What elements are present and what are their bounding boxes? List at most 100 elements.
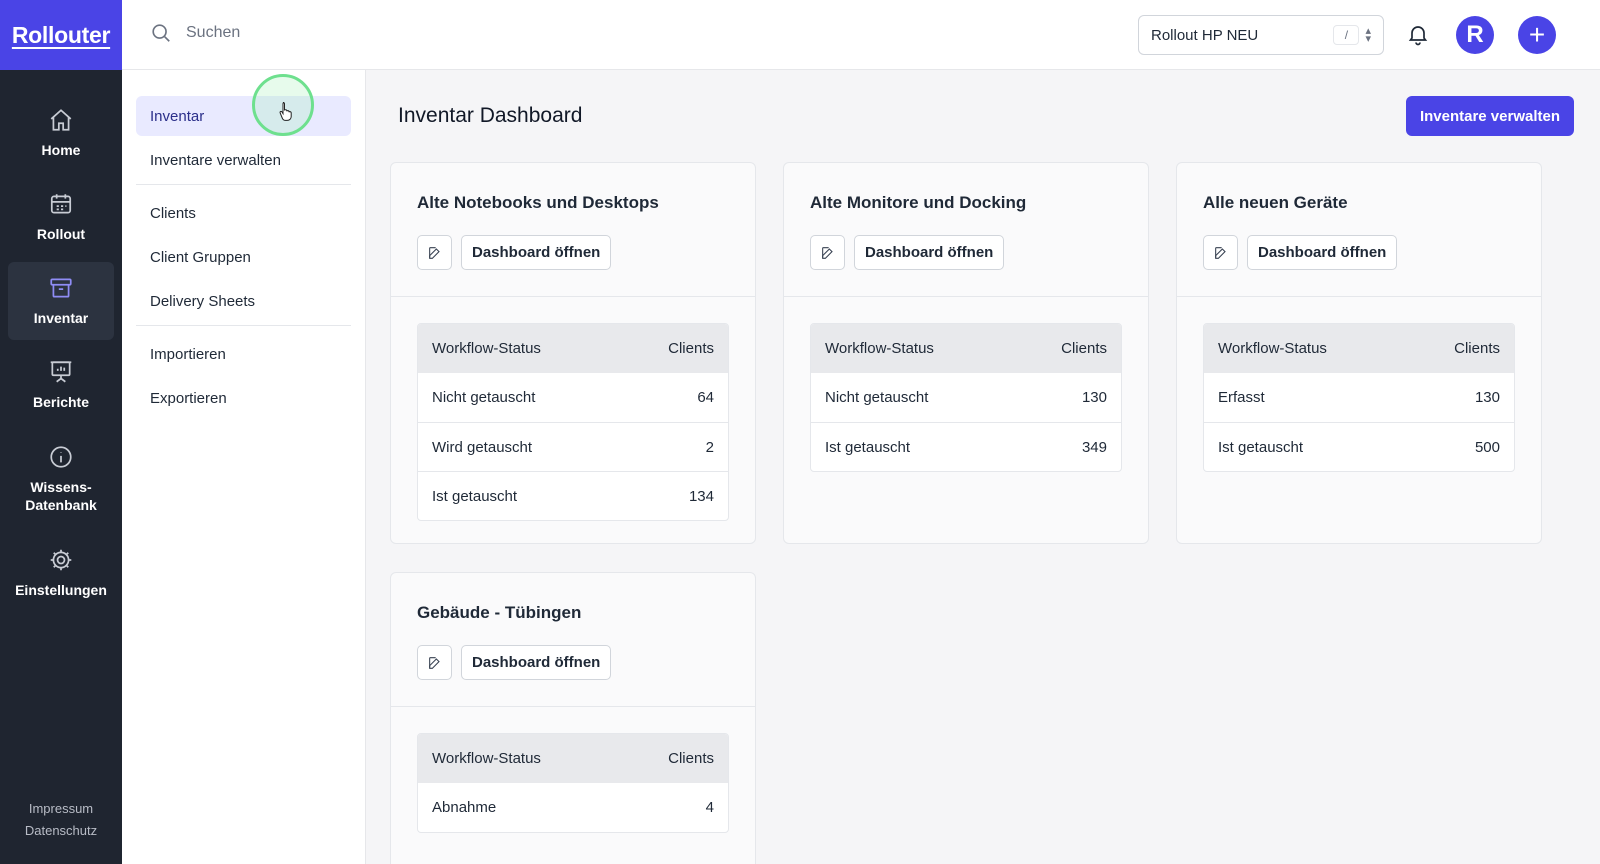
rollout-select[interactable]: Rollout HP NEU / ▴ ▾ xyxy=(1138,15,1384,55)
search-field[interactable]: Suchen xyxy=(150,22,240,44)
impressum-link[interactable]: Impressum xyxy=(28,801,94,816)
table-header: Workflow-Status Clients xyxy=(418,324,728,373)
search-icon xyxy=(152,24,170,42)
table-row[interactable]: Ist getauscht 134 xyxy=(418,471,728,520)
table-row[interactable]: Wird getauscht 2 xyxy=(418,422,728,471)
subnav-item-inventar[interactable]: Inventar xyxy=(136,96,351,136)
column-header-status: Workflow-Status xyxy=(432,340,541,357)
subnav-item-clients[interactable]: Clients xyxy=(150,204,196,222)
open-dashboard-button[interactable]: Dashboard öffnen xyxy=(854,235,1005,270)
card-title: Alle neuen Geräte xyxy=(1203,193,1348,212)
archive-box-icon xyxy=(50,278,72,298)
status-table: Workflow-Status Clients Nicht getauscht 64… xyxy=(417,323,729,521)
rail-item-einstellungen[interactable]: Einstellungen xyxy=(8,534,114,612)
edit-icon xyxy=(821,246,833,259)
rail-item-berichte[interactable]: Berichte xyxy=(8,346,114,424)
rail-item-label: Rollout xyxy=(36,226,86,242)
calendar-icon xyxy=(50,194,72,214)
inventory-card: Alte Monitore und Docking Dashboard öffn… xyxy=(783,162,1149,544)
row-status: Nicht getauscht xyxy=(432,389,536,406)
row-status: Erfasst xyxy=(1218,389,1265,406)
table-row[interactable]: Nicht getauscht 64 xyxy=(418,373,728,422)
row-clients: 2 xyxy=(705,438,714,456)
status-table: Workflow-Status Clients Abnahme 4 xyxy=(417,733,729,833)
row-status: Ist getauscht xyxy=(825,438,911,456)
row-status: Ist getauscht xyxy=(1218,438,1304,456)
presentation-chart-icon xyxy=(50,361,72,383)
info-circle-icon xyxy=(50,446,72,468)
card-title: Alte Notebooks und Desktops xyxy=(417,193,659,212)
search-input[interactable]: Suchen xyxy=(186,24,241,41)
inventory-card: Alte Notebooks und Desktops Dashboard öf… xyxy=(390,162,756,544)
table-row[interactable]: Nicht getauscht 130 xyxy=(811,373,1121,422)
brand-logo[interactable]: Rollouter xyxy=(0,0,122,70)
open-dashboard-button[interactable]: Dashboard öffnen xyxy=(461,235,612,270)
row-status: Ist getauscht xyxy=(432,487,518,505)
avatar[interactable]: R xyxy=(1456,16,1494,54)
inventar-subnav: Inventar Inventare verwalten Clients Cli… xyxy=(122,70,366,864)
edit-button[interactable] xyxy=(810,235,845,270)
chevron-up-down-icon: ▴ ▾ xyxy=(1365,25,1371,45)
rail-item-label: Wissens- xyxy=(30,479,92,495)
edit-button[interactable] xyxy=(417,235,452,270)
inventory-card: Gebäude - Tübingen Dashboard öffnen Work… xyxy=(390,572,756,864)
subnav-item-importieren[interactable]: Importieren xyxy=(150,345,226,363)
column-header-clients: Clients xyxy=(668,750,714,767)
row-clients: 500 xyxy=(1474,438,1500,456)
table-header: Workflow-Status Clients xyxy=(1204,324,1514,373)
shortcut-badge: / xyxy=(1333,25,1360,45)
rail-item-inventar[interactable]: Inventar xyxy=(8,262,114,340)
table-row[interactable]: Ist getauscht 349 xyxy=(811,422,1121,471)
row-clients: 130 xyxy=(1474,389,1500,406)
column-header-clients: Clients xyxy=(1454,340,1500,357)
home-icon xyxy=(50,109,72,131)
table-header: Workflow-Status Clients xyxy=(418,734,728,783)
column-header-clients: Clients xyxy=(1061,340,1107,357)
status-table: Workflow-Status Clients Erfasst 130 Ist ge… xyxy=(1203,323,1515,472)
brand-name: Rollouter xyxy=(11,21,111,48)
row-clients: 4 xyxy=(705,799,714,816)
row-clients: 130 xyxy=(1081,389,1107,406)
subnav-item-inventare-verwalten[interactable]: Inventare verwalten xyxy=(150,151,281,169)
datenschutz-link[interactable]: Datenschutz xyxy=(24,823,98,838)
manage-inventories-button[interactable]: Inventare verwalten xyxy=(1405,96,1574,136)
rail-item-label: Berichte xyxy=(32,394,90,410)
edit-button[interactable] xyxy=(1203,235,1238,270)
column-header-status: Workflow-Status xyxy=(432,750,541,767)
row-clients: 349 xyxy=(1081,438,1107,456)
table-row[interactable]: Ist getauscht 500 xyxy=(1204,422,1514,471)
subnav-item-client-gruppen[interactable]: Client Gruppen xyxy=(150,248,251,266)
subnav-item-delivery-sheets[interactable]: Delivery Sheets xyxy=(150,292,256,310)
rail-item-label: Datenbank xyxy=(25,497,97,513)
edit-button[interactable] xyxy=(417,645,452,680)
rail-item-rollout[interactable]: Rollout xyxy=(8,178,114,256)
table-row[interactable]: Abnahme 4 xyxy=(418,783,728,832)
row-status: Nicht getauscht xyxy=(825,389,929,406)
main-content: Inventar Dashboard Inventare verwalten A… xyxy=(366,70,1600,864)
inventory-card: Alle neuen Geräte Dashboard öffnen Workf… xyxy=(1176,162,1542,544)
divider xyxy=(136,325,351,326)
row-status: Wird getauscht xyxy=(432,438,533,456)
open-dashboard-button[interactable]: Dashboard öffnen xyxy=(1247,235,1398,270)
main-rail: Rollouter Home Rollout Inventar Berichte… xyxy=(0,0,122,864)
rail-item-label: Home xyxy=(41,142,81,158)
rail-item-label: Inventar xyxy=(33,310,89,326)
page-title: Inventar Dashboard xyxy=(398,104,583,127)
rail-item-home[interactable]: Home xyxy=(8,94,114,172)
open-dashboard-button[interactable]: Dashboard öffnen xyxy=(461,645,612,680)
notifications-button[interactable] xyxy=(1406,22,1430,46)
row-status: Abnahme xyxy=(432,799,497,816)
edit-icon xyxy=(1214,246,1226,259)
column-header-status: Workflow-Status xyxy=(1218,340,1327,357)
subnav-item-exportieren[interactable]: Exportieren xyxy=(150,389,227,407)
add-button[interactable]: + xyxy=(1518,16,1556,54)
gear-icon xyxy=(50,549,72,571)
column-header-status: Workflow-Status xyxy=(825,340,934,357)
table-row[interactable]: Erfasst 130 xyxy=(1204,373,1514,422)
edit-icon xyxy=(428,656,440,669)
rail-item-label: Einstellungen xyxy=(15,582,107,598)
card-title: Alte Monitore und Docking xyxy=(810,193,1027,212)
row-clients: 64 xyxy=(697,389,714,406)
rail-item-wissensdatenbank[interactable]: Wissens- Datenbank xyxy=(8,430,114,528)
rollout-select-value: Rollout HP NEU xyxy=(1151,26,1259,44)
